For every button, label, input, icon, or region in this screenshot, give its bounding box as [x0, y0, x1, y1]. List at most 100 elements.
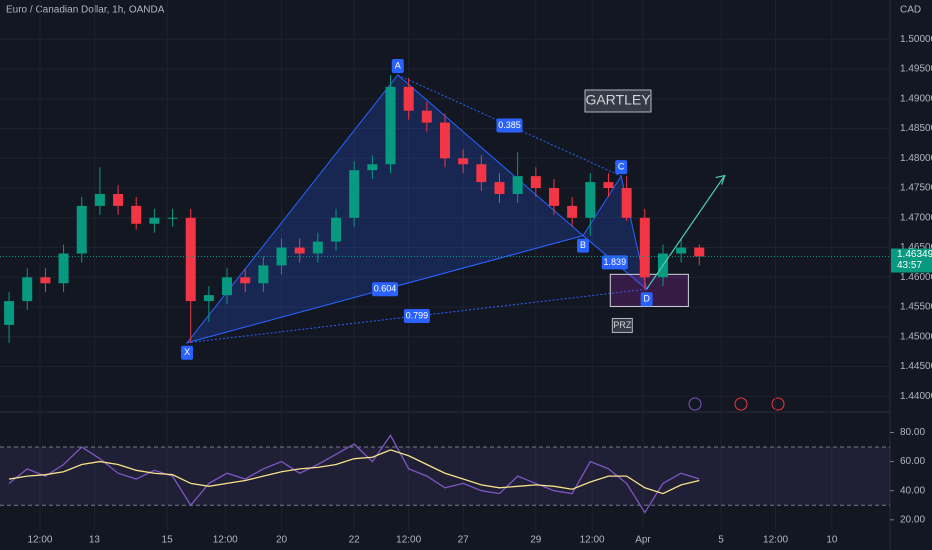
- candle-body: [222, 277, 233, 296]
- point-box: [640, 292, 653, 307]
- candle-body: [530, 176, 541, 189]
- candle-body: [40, 277, 51, 284]
- point-label: C: [618, 162, 625, 172]
- x-tick-label: 12:00: [763, 535, 788, 546]
- prz-box: [611, 317, 633, 333]
- candle-body: [312, 241, 323, 254]
- rsi-tick-label: 20.00: [900, 514, 925, 525]
- chart-title: Euro / Canadian Dollar, 1h, OANDA: [6, 5, 165, 16]
- event-icon[interactable]: [688, 397, 702, 411]
- candle-body: [149, 217, 160, 224]
- y-tick-label: 1.49000: [900, 93, 932, 104]
- candle-body: [294, 247, 305, 254]
- x-tick-label: 15: [162, 535, 174, 546]
- candle-body: [76, 205, 87, 254]
- x-tick-label: 12:00: [580, 535, 605, 546]
- candle-body: [240, 277, 251, 284]
- y-tick-label: 1.50000: [900, 34, 932, 45]
- arrow-head: [715, 174, 726, 185]
- y-tick-label: 1.44500: [900, 361, 932, 372]
- ratio-box: [403, 308, 430, 323]
- event-icon[interactable]: [771, 397, 785, 411]
- rsi-tick-label: 60.00: [900, 456, 925, 467]
- candle-body: [494, 182, 505, 194]
- event-icon[interactable]: [734, 397, 748, 411]
- candle-body: [113, 193, 124, 206]
- x-tick-label: 29: [530, 535, 542, 546]
- candle-body: [567, 205, 578, 218]
- ratio-box: [601, 255, 628, 270]
- prz-label: PRZ: [613, 320, 632, 330]
- point-box: [615, 160, 628, 175]
- y-tick-label: 1.47500: [900, 183, 932, 194]
- x-tick-label: 12:00: [213, 535, 238, 546]
- candle-body: [621, 188, 632, 218]
- ratio-label: 0.799: [406, 310, 429, 320]
- x-tick-label: Apr: [635, 535, 651, 546]
- candle-body: [421, 110, 432, 123]
- ratio-label: 0.604: [374, 284, 397, 294]
- x-tick-label: 12:00: [27, 535, 52, 546]
- candle-body: [512, 176, 523, 194]
- candle-body: [349, 170, 360, 218]
- point-box: [181, 345, 194, 360]
- y-tick-label: 1.45500: [900, 302, 932, 313]
- candle-body: [603, 182, 614, 189]
- ratio-line: [397, 74, 622, 177]
- x-tick-label: 5: [718, 535, 724, 546]
- candle-body: [385, 86, 396, 165]
- ratio-label: 0.385: [498, 120, 521, 130]
- candle-body: [258, 265, 269, 284]
- gartley-box: [584, 89, 652, 113]
- point-label: A: [395, 60, 401, 70]
- candle-body: [4, 301, 15, 325]
- candle-body: [676, 247, 687, 254]
- y-tick-label: 1.47000: [900, 212, 932, 223]
- candle-body: [403, 86, 414, 111]
- candle-body: [58, 253, 69, 284]
- x-tick-label: 22: [349, 535, 361, 546]
- candle-body: [367, 164, 378, 171]
- candle-body: [131, 205, 142, 224]
- rsi-line: [8, 434, 700, 514]
- candle-body: [167, 217, 178, 219]
- rsi-tick-label: 40.00: [900, 485, 925, 496]
- point-label: D: [643, 294, 650, 304]
- candle-body: [585, 182, 596, 218]
- rsi-tick-label: 80.00: [900, 427, 925, 438]
- candle-body: [203, 295, 214, 302]
- candle-body: [639, 217, 650, 278]
- y-tick-label: 1.44000: [900, 391, 932, 402]
- y-tick-label: 1.45000: [900, 331, 932, 342]
- ratio-label: 1.839: [604, 257, 627, 267]
- last-price: 1.46349: [897, 249, 932, 260]
- y-tick-label: 1.46000: [900, 272, 932, 283]
- target-arrow: [646, 175, 726, 290]
- candle-body: [548, 188, 559, 206]
- x-tick-label: 12:00: [396, 535, 421, 546]
- x-tick-label: 27: [458, 535, 470, 546]
- y-tick-label: 1.48000: [900, 153, 932, 164]
- ratio-box: [496, 118, 523, 133]
- currency: CAD: [900, 5, 921, 16]
- candle-body: [94, 193, 105, 206]
- candle-body: [331, 217, 342, 242]
- point-label: X: [184, 347, 190, 357]
- ratio-line: [187, 288, 647, 344]
- countdown: 43:57: [897, 260, 922, 271]
- y-tick-label: 1.49500: [900, 64, 932, 75]
- x-tick-label: 20: [276, 535, 288, 546]
- x-tick-label: 13: [89, 535, 101, 546]
- y-tick-label: 1.48500: [900, 123, 932, 134]
- candle-body: [476, 164, 487, 183]
- candle-body: [185, 217, 196, 302]
- point-label: B: [580, 240, 586, 250]
- candle-body: [276, 247, 287, 266]
- last-price-tag: [891, 248, 932, 273]
- candle-body: [458, 158, 469, 165]
- candle-body: [22, 277, 33, 302]
- rsi-band: [0, 447, 890, 506]
- point-box: [577, 238, 590, 253]
